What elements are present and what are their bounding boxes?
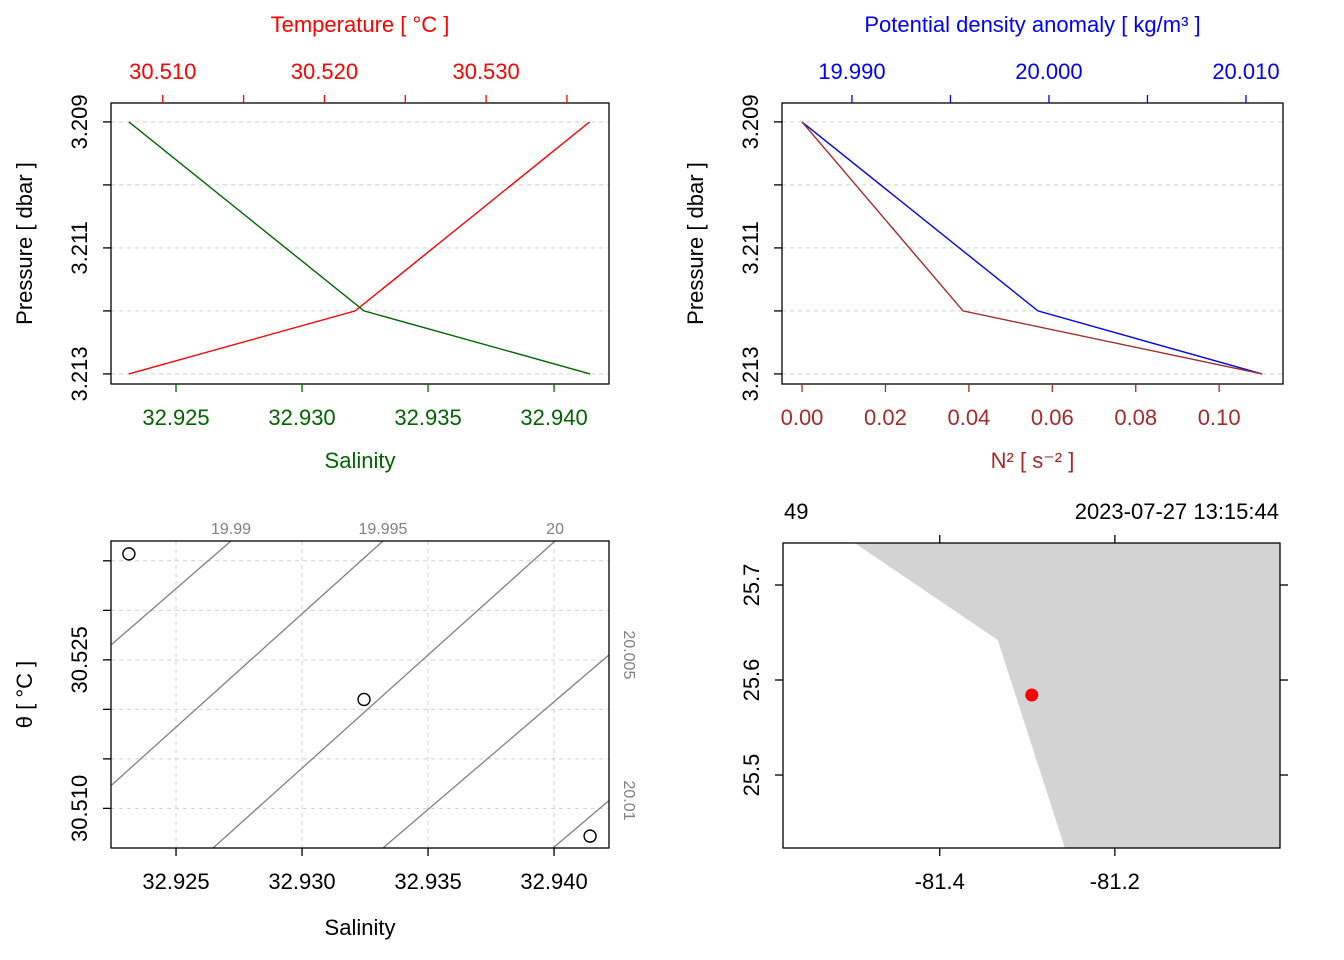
tick-label: 3.213 (67, 346, 92, 401)
plot-frame (110, 540, 610, 849)
axis-title: Pressure [ dbar ] (12, 162, 37, 325)
plot-frame (110, 102, 610, 385)
tick-label: 32.940 (520, 869, 587, 894)
tick-label: 30.520 (291, 59, 358, 84)
axis-title: Temperature [ °C ] (271, 12, 450, 37)
tick-label: -81.4 (915, 869, 965, 894)
tick-label: 3.209 (738, 94, 763, 149)
isopycnal-label: 19.995 (358, 521, 407, 538)
profile-line (128, 121, 591, 375)
tick-label: 20.000 (1015, 59, 1082, 84)
tick-label: 25.7 (739, 564, 764, 607)
station-label: 49 (784, 499, 808, 524)
isopycnal (212, 541, 556, 848)
tick-label: 30.510 (67, 775, 92, 842)
tick-label: 30.525 (67, 626, 92, 693)
ts-point (122, 547, 136, 561)
land (854, 543, 1280, 848)
isopycnal (382, 654, 609, 848)
tick-label: 25.5 (739, 754, 764, 797)
axis-title: Salinity (325, 915, 396, 940)
axis-title: θ [ °C ] (12, 661, 37, 728)
isopycnal-label: 20.01 (620, 780, 637, 820)
tick-label: 30.510 (129, 59, 196, 84)
station (1025, 688, 1039, 702)
tick-label: 0.00 (781, 405, 824, 430)
isopycnal (552, 799, 609, 848)
axis-title: Potential density anomaly [ kg/m³ ] (864, 12, 1200, 37)
tick-label: 3.209 (67, 94, 92, 149)
tick-label: 32.935 (394, 405, 461, 430)
profile-line (801, 121, 1263, 375)
tick-label: 32.930 (268, 405, 335, 430)
tick-label: 32.935 (394, 869, 461, 894)
isopycnal-label: 20.005 (620, 630, 637, 679)
tick-label: 25.6 (739, 659, 764, 702)
tick-label: 32.925 (142, 405, 209, 430)
isopycnal-label: 20 (546, 521, 564, 538)
tick-label: 19.990 (818, 59, 885, 84)
time-label: 2023-07-27 13:15:44 (1075, 499, 1279, 524)
tick-label: 32.940 (520, 405, 587, 430)
ts-point (583, 829, 597, 843)
tick-label: 0.10 (1198, 405, 1241, 430)
tick-label: 0.04 (947, 405, 990, 430)
isopycnal (111, 541, 232, 646)
tick-label: 30.530 (452, 59, 519, 84)
tick-label: 32.925 (142, 869, 209, 894)
profile-line (801, 121, 1263, 375)
plot-frame (782, 542, 1281, 849)
axis-title: Salinity (325, 448, 396, 473)
panel: 3.209 3.211 3.213 0.00 0.02 0.04 0.06 0.08 0.10 1… (683, 12, 1284, 473)
isopycnal-label: 19.99 (211, 521, 251, 538)
panel: 19.99 19.995 20 20.005 20.01 32.925 32.930 32.9… (12, 521, 637, 940)
tick-label: 0.02 (864, 405, 907, 430)
profile-line (128, 121, 591, 375)
isopycnal (111, 541, 384, 787)
tick-label: 32.930 (268, 869, 335, 894)
plot-frame (781, 102, 1284, 385)
tick-label: 0.06 (1031, 405, 1074, 430)
axis-title: N² [ s⁻² ] (991, 448, 1075, 473)
tick-label: 3.211 (738, 221, 763, 274)
tick-label: 20.010 (1212, 59, 1279, 84)
panel: 3.209 3.211 3.213 32.925 32.930 32.935 32.940 3… (12, 12, 610, 473)
tick-label: 3.211 (67, 221, 92, 274)
ts-point (357, 692, 371, 707)
axis-title: Pressure [ dbar ] (683, 162, 708, 325)
tick-label: 0.08 (1114, 405, 1157, 430)
tick-label: 3.213 (738, 346, 763, 401)
tick-label: -81.2 (1090, 869, 1140, 894)
panel: -81.4 -81.2 25.5 25.6 25.7 49 2023-07-27 13:15… (739, 499, 1288, 894)
